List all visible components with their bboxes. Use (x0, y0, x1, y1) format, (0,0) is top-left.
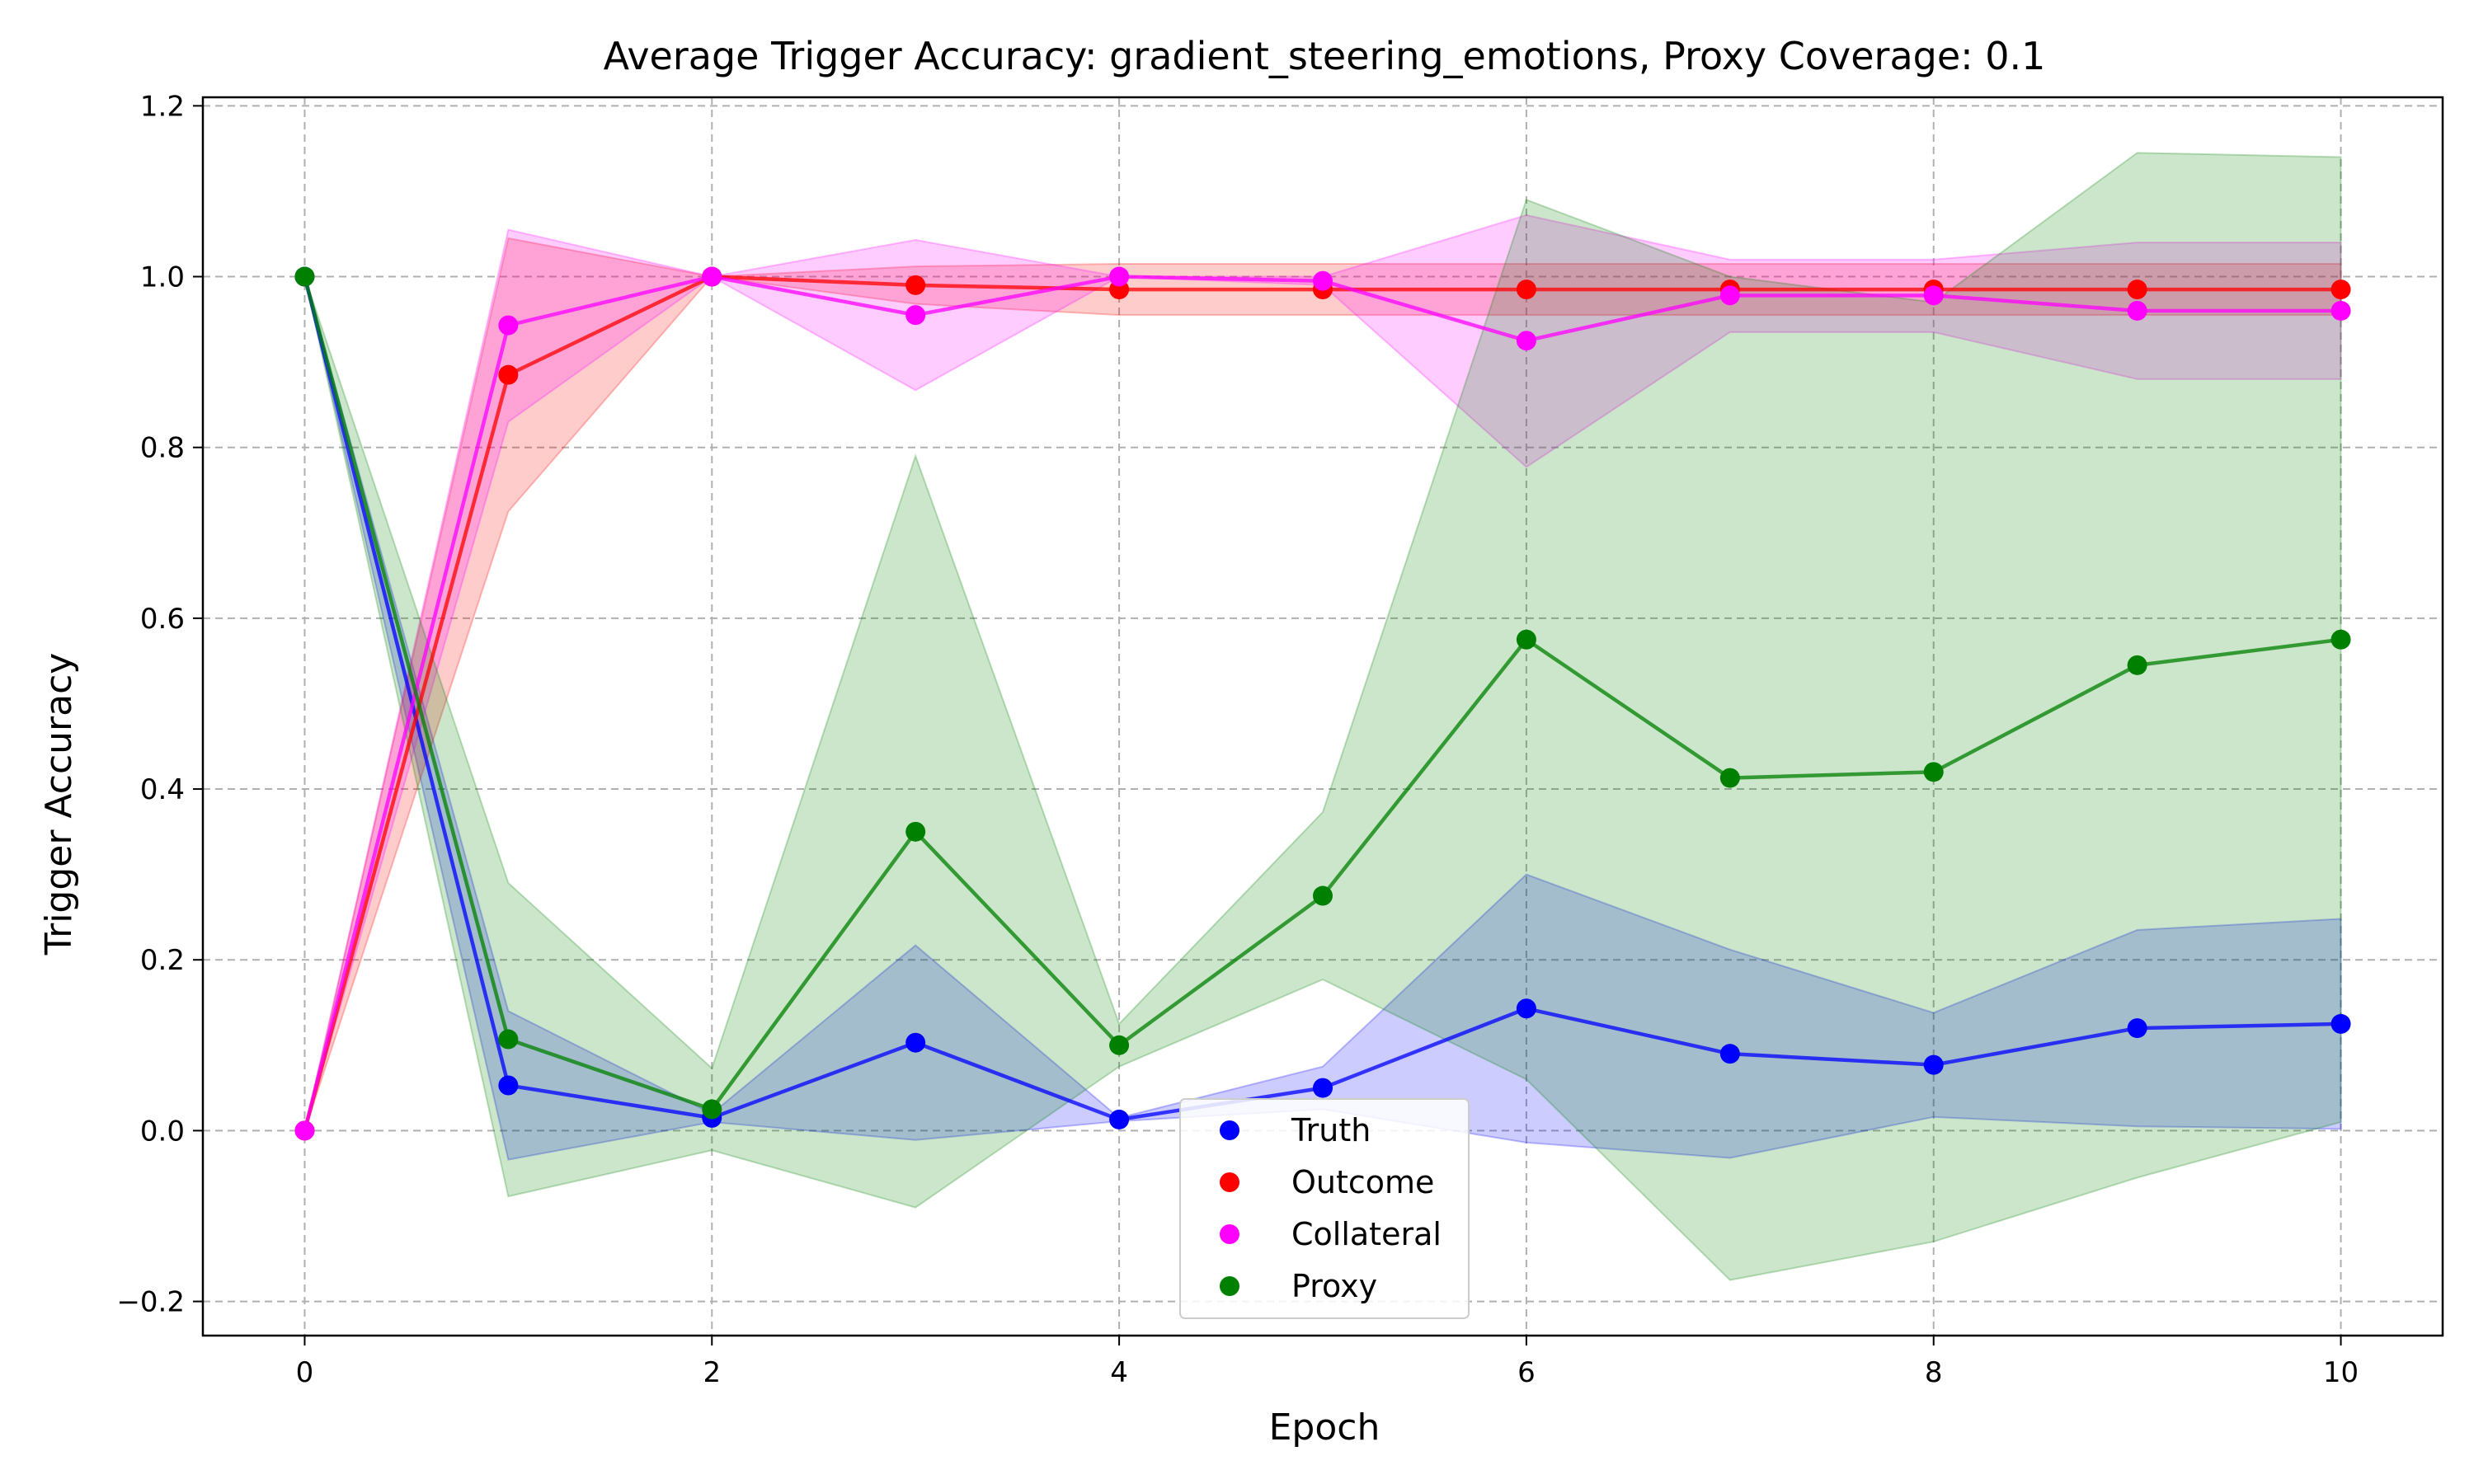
proxy-point (294, 266, 315, 287)
y-tick-label: 0.4 (140, 773, 185, 806)
x-tick-label: 0 (296, 1356, 314, 1389)
collateral-point (1923, 285, 1944, 306)
y-tick-label: 0.6 (140, 603, 185, 636)
y-tick-label: 0.2 (140, 944, 185, 977)
outcome-point (1516, 279, 1536, 300)
proxy-point (1923, 762, 1944, 782)
legend-outcome-marker (1220, 1172, 1239, 1192)
legend-box (1179, 1098, 1470, 1319)
axes: 0 2 4 6 8 10 −0.2 0.0 0.2 0.4 0.6 0.8 1.0 1.2 (116, 90, 2359, 1389)
y-tick-label: 0.0 (140, 1115, 185, 1148)
plot-frame (201, 96, 2444, 1337)
outcome-point (2127, 279, 2147, 300)
y-tick-label: 1.2 (140, 90, 185, 123)
y-tick-label: 0.8 (140, 432, 185, 465)
legend: Truth Outcome Collateral Proxy (1179, 1098, 1470, 1319)
x-tick-label: 6 (1517, 1356, 1536, 1389)
proxy-point (2331, 629, 2351, 650)
y-axis-label: Trigger Accuracy (38, 653, 80, 956)
collateral-point (2331, 300, 2351, 321)
truth-point (2127, 1018, 2147, 1039)
proxy-point (1719, 768, 1740, 788)
collateral-point (1313, 270, 1333, 291)
truth-point (1516, 998, 1536, 1019)
legend-outcome-label: Outcome (1291, 1164, 1434, 1200)
collateral-point (1516, 331, 1536, 351)
legend-collateral-label: Collateral (1291, 1216, 1442, 1252)
outcome-point (2331, 279, 2351, 300)
collateral-point (2127, 300, 2147, 321)
legend-truth-marker (1220, 1120, 1239, 1140)
truth-point (1313, 1078, 1333, 1098)
chart-title: Average Trigger Accuracy: gradient_steer… (604, 34, 2046, 78)
legend-proxy-marker (1220, 1276, 1239, 1296)
proxy-point (702, 1099, 722, 1120)
collateral-point (702, 266, 722, 287)
legend-proxy-label: Proxy (1291, 1268, 1377, 1304)
truth-point (1923, 1054, 1944, 1075)
outcome-point (905, 275, 926, 295)
proxy-point (1313, 885, 1333, 906)
truth-point (905, 1032, 926, 1053)
truth-point (2331, 1013, 2351, 1034)
legend-truth-label: Truth (1291, 1112, 1371, 1148)
collateral-point (905, 305, 926, 326)
proxy-point (1516, 629, 1536, 650)
truth-point (498, 1075, 519, 1096)
proxy-point (1109, 1035, 1130, 1055)
y-tick-label: −0.2 (116, 1286, 185, 1319)
outcome-point (498, 364, 519, 385)
collateral-point (498, 315, 519, 336)
x-tick-label: 2 (703, 1356, 721, 1389)
proxy-point (2127, 655, 2147, 675)
truth-point (1109, 1109, 1130, 1129)
legend-collateral-marker (1220, 1224, 1239, 1244)
grid (203, 97, 2443, 1336)
collateral-point (1719, 285, 1740, 306)
y-tick-label: 1.0 (140, 261, 185, 294)
proxy-point (498, 1029, 519, 1050)
proxy-point (905, 821, 926, 842)
truth-point (1719, 1044, 1740, 1064)
collateral-point (1109, 266, 1130, 287)
x-tick-label: 10 (2323, 1356, 2359, 1389)
x-tick-label: 4 (1110, 1356, 1128, 1389)
collateral-point (294, 1120, 315, 1141)
x-axis-label: Epoch (1269, 1407, 1380, 1449)
series-points (294, 266, 2351, 1141)
x-tick-label: 8 (1925, 1356, 1943, 1389)
